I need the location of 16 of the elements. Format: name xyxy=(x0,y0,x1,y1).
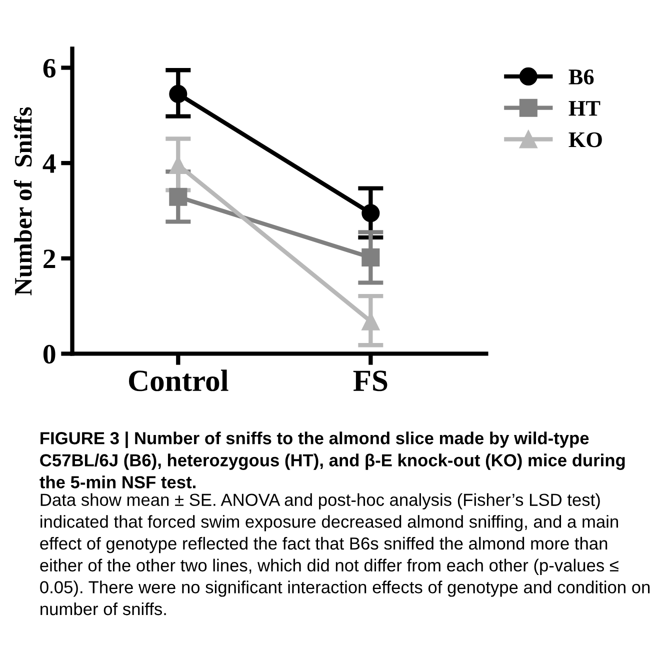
legend-label: HT xyxy=(568,101,600,116)
y-tick-label: 0 xyxy=(43,344,56,364)
point xyxy=(169,188,188,206)
y-axis-title: Number of Sniffs xyxy=(14,107,32,296)
y-tick-label: 6 xyxy=(43,58,56,78)
text: Data show mean ± SE. ANOVA and post-hoc analysis (Fisher’s LSD test) indicated that forced swim exposure decreased almond sniffing, and a main effect of genotype reflected the fact that B6s sniffed the almond more than either of the other two lines, which did not differ from each other (p-values ≤ 0.05). There were no significant interaction effects of genotype and condition on number of sniffs. xyxy=(40,493,650,616)
legend-label: KO xyxy=(568,132,602,148)
legend-label: B6 xyxy=(568,70,594,84)
x-tick-label: FS xyxy=(353,370,388,392)
x-tick-label: Control xyxy=(128,370,228,392)
caption: FIGURE 3 | Number of sniffs to the almond slice made by wild-type C57BL/6J (B6), heterozygous (HT), and β-E knock-out (KO) mice during the 5-min NSF test. xyxy=(40,432,625,488)
point xyxy=(169,84,188,103)
point xyxy=(362,248,380,266)
y-tick-label: 2 xyxy=(44,250,56,268)
point xyxy=(362,204,380,222)
y-tick-label: 4 xyxy=(42,154,56,173)
